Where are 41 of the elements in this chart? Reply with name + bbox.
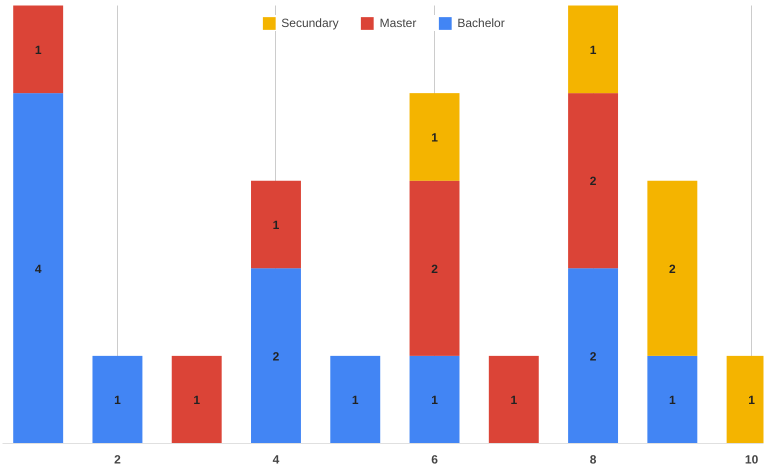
data-label: 1 [272,218,280,232]
data-label: 1 [669,393,676,408]
data-label: 2 [590,349,597,364]
data-label: 1 [114,393,122,408]
x-tick-label: 4 [272,452,280,466]
data-label: 1 [34,42,42,57]
data-label: 2 [669,262,676,276]
data-label: 1 [590,42,597,57]
legend-label: Secundary [281,16,339,30]
bar [568,6,618,94]
data-label: 1 [193,393,200,408]
bar [330,356,380,444]
bar [410,356,460,444]
bar [13,93,64,444]
data-label: 2 [272,349,280,364]
bar [410,180,460,356]
x-tick-label: 10 [744,452,759,466]
legend-label: Master [380,16,416,30]
bar [647,356,698,444]
data-label: 1 [748,393,756,408]
data-label: 4 [34,262,42,276]
bar [568,93,618,268]
data-label: 2 [431,262,438,276]
bar [488,356,539,444]
data-label: 1 [431,393,438,408]
data-label: 1 [431,130,438,144]
bar [172,356,222,444]
data-label: 1 [352,393,359,408]
bar [568,268,618,444]
bar [92,356,142,444]
bar [251,268,301,444]
bar [251,180,301,268]
x-tick-label: 6 [431,452,438,466]
x-tick-label: 2 [114,452,122,466]
bar [13,6,64,94]
legend-label: Bachelor [457,16,505,30]
x-tick-label: 8 [590,452,597,466]
data-label: 1 [510,393,518,408]
bar [410,93,460,181]
bar [647,180,698,356]
data-label: 2 [590,174,597,188]
